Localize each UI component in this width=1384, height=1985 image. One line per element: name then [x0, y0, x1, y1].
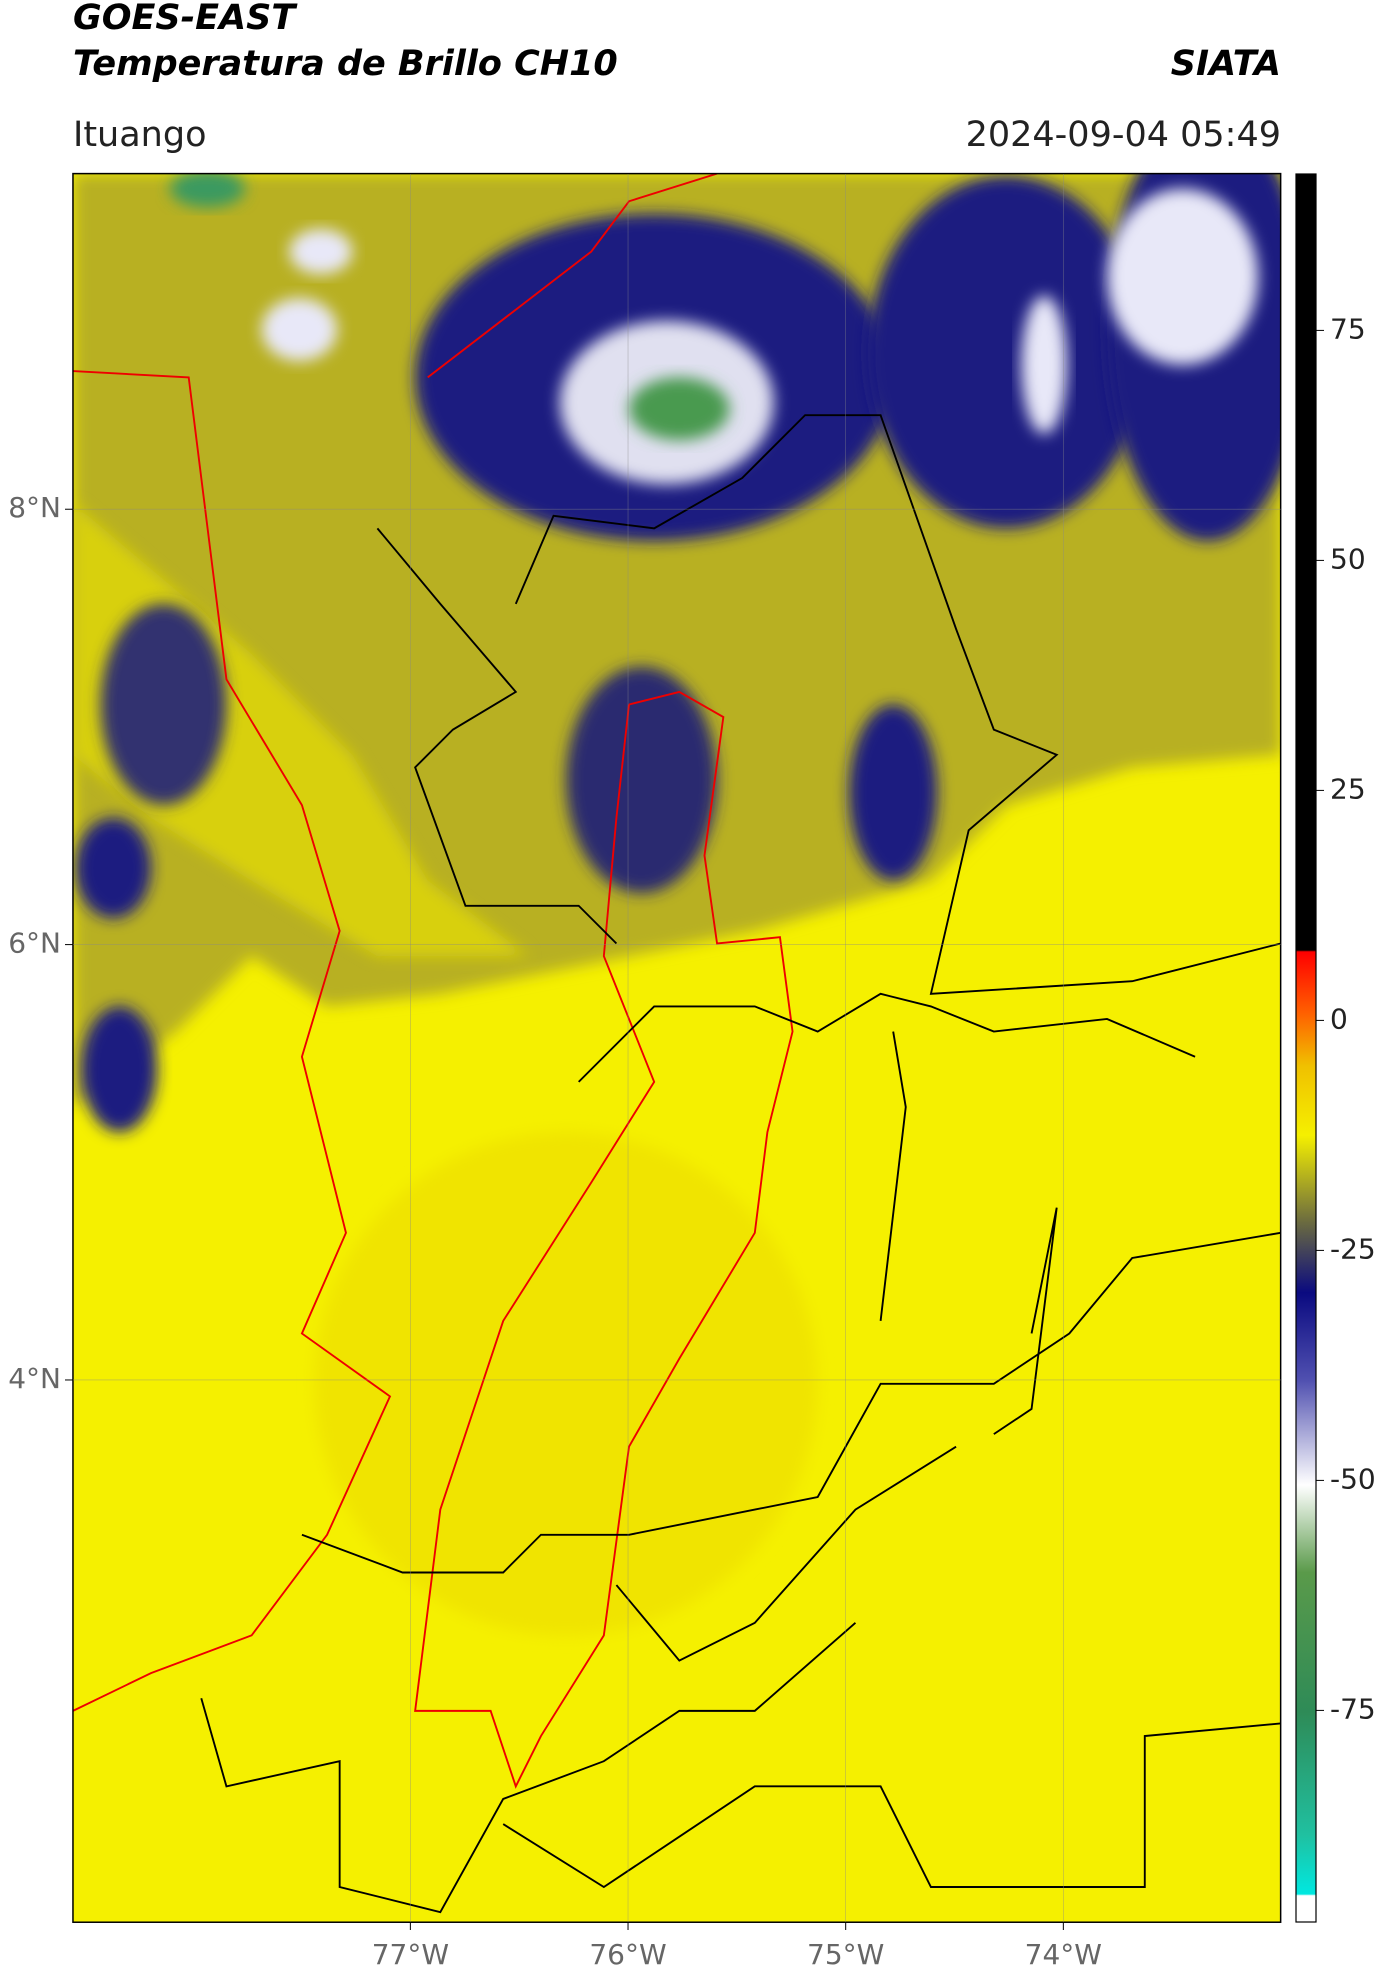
datetime: 2024-09-04 05:49 — [966, 115, 1281, 155]
x-tick-label: 77°W — [372, 1938, 449, 1971]
x-tick-label: 76°W — [589, 1938, 666, 1971]
brand: SIATA — [1171, 44, 1281, 84]
x-tick-label: 75°W — [807, 1938, 884, 1971]
boundaries — [200, 414, 1281, 1914]
x-tick-label: 74°W — [1025, 1938, 1102, 1971]
satellite-image — [72, 173, 1281, 1923]
map-area — [72, 172, 1282, 1923]
colorbar — [1295, 173, 1317, 1923]
colorbar-label: -75 — [1330, 1692, 1376, 1725]
location: Ituango — [73, 115, 207, 155]
title: GOES-EAST — [73, 0, 298, 38]
colorbar-label: 0 — [1330, 1002, 1348, 1035]
y-tick-label: 8°N — [8, 491, 61, 524]
subtitle: Temperatura de Brillo CH10 — [73, 44, 618, 84]
colorbar-label: 25 — [1330, 772, 1366, 805]
colorbar-label: -50 — [1330, 1462, 1376, 1495]
colorbar-label: 50 — [1330, 542, 1366, 575]
y-tick-label: 4°N — [8, 1362, 61, 1395]
colorbar-label: 75 — [1330, 312, 1366, 345]
y-tick-label: 6°N — [8, 927, 61, 960]
colorbar-label: -25 — [1330, 1232, 1376, 1265]
